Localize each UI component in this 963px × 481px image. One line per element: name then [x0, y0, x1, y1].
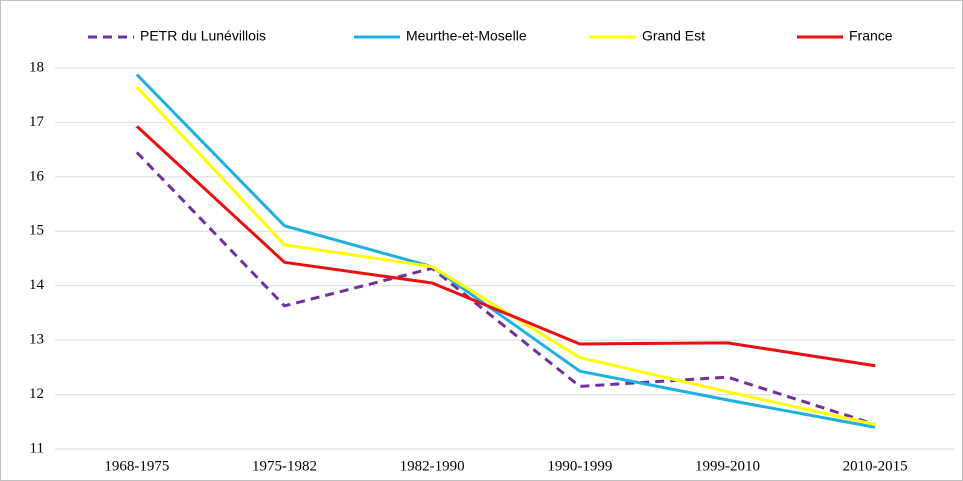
series-line [135, 151, 876, 426]
legend-label: France [849, 28, 893, 44]
x-tick-label: 1990-1999 [547, 458, 612, 474]
y-tick-label: 18 [29, 59, 44, 75]
y-tick-label: 11 [30, 440, 44, 456]
x-tick-label: 1982-1990 [400, 458, 465, 474]
y-tick-label: 13 [29, 332, 44, 348]
y-tick-label: 12 [29, 386, 44, 402]
x-tick-label: 2010-2015 [843, 458, 908, 474]
legend-label: PETR du Lunévillois [140, 28, 266, 44]
legend-label: Grand Est [642, 28, 705, 44]
y-tick-label: 17 [29, 114, 45, 130]
series-line [135, 73, 876, 429]
legend-label: Meurthe-et-Moselle [406, 28, 527, 44]
x-tick-label: 1975-1982 [252, 458, 317, 474]
x-tick-label: 1999-2010 [695, 458, 760, 474]
y-tick-label: 15 [29, 223, 44, 239]
y-tick-label: 16 [29, 168, 45, 184]
y-tick-label: 14 [29, 277, 45, 293]
series-line [135, 125, 876, 368]
x-tick-label: 1968-1975 [104, 458, 169, 474]
